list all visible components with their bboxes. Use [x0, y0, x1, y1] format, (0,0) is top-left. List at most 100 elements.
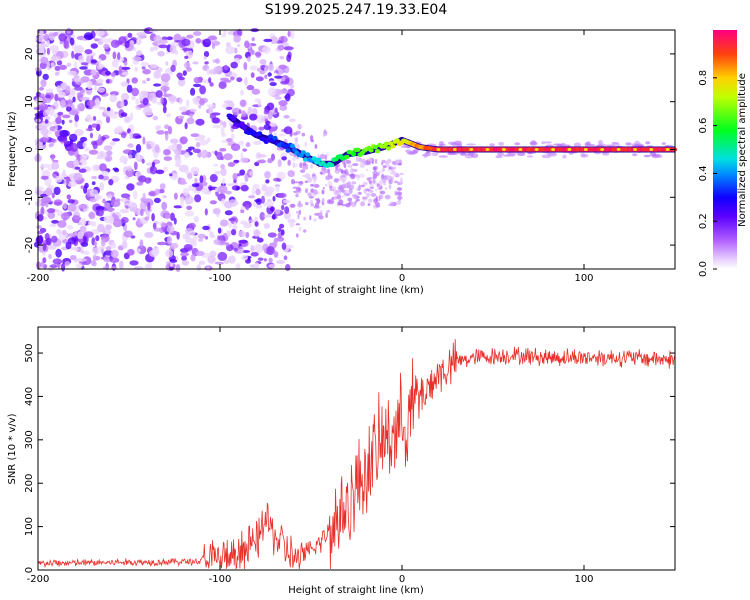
spectrogram-noise-patch [357, 192, 362, 195]
spectrogram-noise-patch [238, 140, 245, 146]
spectrogram-noise-patch [253, 244, 264, 254]
spectrogram-noise-patch [327, 180, 333, 187]
spectrogram-noise-patch [245, 232, 250, 238]
spectrogram-noise-patch [238, 239, 248, 244]
spectrogram-noise-patch [459, 152, 467, 156]
spectrogram-noise-patch [166, 36, 173, 41]
spectrogram-noise-patch [307, 177, 313, 183]
spectrogram-noise-patch [250, 252, 259, 257]
spectrogram-noise-patch [257, 154, 267, 158]
spectrogram-noise-patch [51, 219, 59, 224]
spectrogram-noise-patch [40, 202, 46, 207]
spectrogram-noise-patch [355, 156, 361, 162]
spectrogram-noise-patch [144, 231, 154, 238]
spectrogram-noise-patch [288, 118, 296, 123]
spectrogram-noise-patch [285, 264, 291, 271]
spectrogram-noise-patch [259, 211, 266, 221]
spectrogram-noise-patch [359, 173, 365, 178]
spectrogram-noise-patch [265, 187, 273, 196]
spectrogram-noise-patch [111, 59, 119, 68]
spectrogram-noise-patch [362, 196, 368, 200]
spectrogram-noise-patch [423, 153, 429, 158]
spectrogram-noise-patch [375, 204, 381, 208]
spectrogram-noise-patch [42, 257, 47, 264]
spectrogram-noise-patch [289, 30, 295, 39]
spectrogram-noise-patch [529, 141, 538, 146]
spectrogram-noise-patch [62, 229, 67, 236]
spectrogram-noise-patch [283, 255, 288, 261]
spectrogram-noise-patch [169, 259, 178, 263]
spectrogram-ridge [226, 113, 678, 168]
spectrogram-ridge-cell [372, 144, 378, 150]
spectrogram-noise-patch [127, 143, 134, 148]
spectrogram-noise-patch [514, 142, 521, 146]
spectrogram-noise-patch [267, 87, 276, 97]
spectrogram-noise-patch [40, 122, 50, 127]
spectrogram-noise-patch [66, 176, 70, 186]
spectrogram-noise-patch [351, 181, 357, 185]
spectrogram-noise-patch [202, 38, 212, 48]
spectrogram-noise-patch [124, 40, 130, 49]
spectrogram-ridge-cell [390, 144, 396, 149]
spectrogram-noise-patch [103, 202, 111, 209]
spectrogram-noise-patch [318, 215, 324, 220]
spectrogram-noise-patch [51, 161, 60, 170]
spectrogram-noise-patch [245, 205, 250, 211]
spectrogram-noise-patch [363, 188, 368, 194]
spectrogram-noise-patch [131, 96, 136, 101]
spectrogram-noise-patch [301, 166, 308, 171]
spectrogram-noise-patch [263, 223, 270, 229]
spectrogram-noise-patch [284, 206, 290, 214]
spectrogram-x-tick-label: 0 [399, 273, 405, 284]
spectrogram-noise-patch [181, 255, 187, 261]
spectrogram-noise-patch [324, 169, 329, 174]
spectrogram-noise-patch [269, 122, 278, 127]
spectrogram-ridge-cell [501, 148, 506, 151]
spectrogram-noise-patch [267, 63, 275, 72]
spectrogram-noise-patch [309, 135, 314, 141]
spectrogram-noise-patch [63, 40, 69, 49]
spectrogram-noise-patch [276, 236, 285, 242]
spectrogram-noise-patch [257, 237, 264, 243]
spectrogram-noise-patch [129, 130, 134, 140]
spectrogram-noise-patch [137, 104, 147, 108]
spectrogram-noise-patch [96, 209, 104, 217]
spectrogram-noise-patch [158, 44, 169, 49]
spectrogram-noise-patch [242, 148, 248, 152]
spectrogram-noise-patch [169, 44, 177, 54]
spectrogram-noise-patch [220, 167, 227, 177]
spectrogram-noise-patch [386, 160, 390, 166]
spectrogram-noise-patch [170, 242, 179, 249]
spectrogram-noise-patch [215, 58, 221, 64]
spectrogram-noise-patch [325, 183, 328, 187]
spectrogram-noise-patch [264, 171, 271, 179]
spectrogram-noise-patch [291, 179, 295, 185]
spectrogram-noise-patch [319, 171, 324, 175]
spectrogram-noise-patch [197, 233, 206, 239]
spectrogram-noise-patch [148, 191, 157, 197]
spectrogram-noise-patch [96, 223, 105, 233]
spectrogram-noise-patch [230, 76, 235, 81]
snr-y-axis-label: SNR (10 * v/v) [7, 413, 18, 484]
spectrogram-ridge-cell [283, 144, 289, 149]
spectrogram-noise-patch [580, 152, 586, 158]
spectrogram-noise-patch [366, 168, 369, 172]
spectrogram-noise-patch [153, 45, 159, 51]
spectrogram-noise-patch [106, 79, 110, 84]
spectrogram-ridge-cell [583, 148, 588, 151]
spectrogram-noise-patch [282, 199, 291, 204]
spectrogram-noise-patch [360, 184, 365, 188]
spectrogram-noise-patch [228, 255, 236, 264]
spectrogram-noise-patch [103, 255, 112, 263]
spectrogram-noise-patch [192, 61, 199, 65]
spectrogram-ridge-cell [485, 148, 490, 151]
spectrogram-noise-patch [50, 62, 55, 68]
spectrogram-noise-patch [203, 56, 207, 60]
spectrogram-noise-patch [317, 198, 320, 205]
spectrogram-noise-patch [66, 62, 72, 67]
spectrogram-noise-patch [345, 203, 351, 208]
spectrogram-noise-patch [193, 76, 201, 84]
spectrogram-noise-patch [192, 97, 201, 103]
spectrogram-noise-patch [283, 114, 290, 119]
spectrogram-noise-patch [233, 221, 237, 230]
